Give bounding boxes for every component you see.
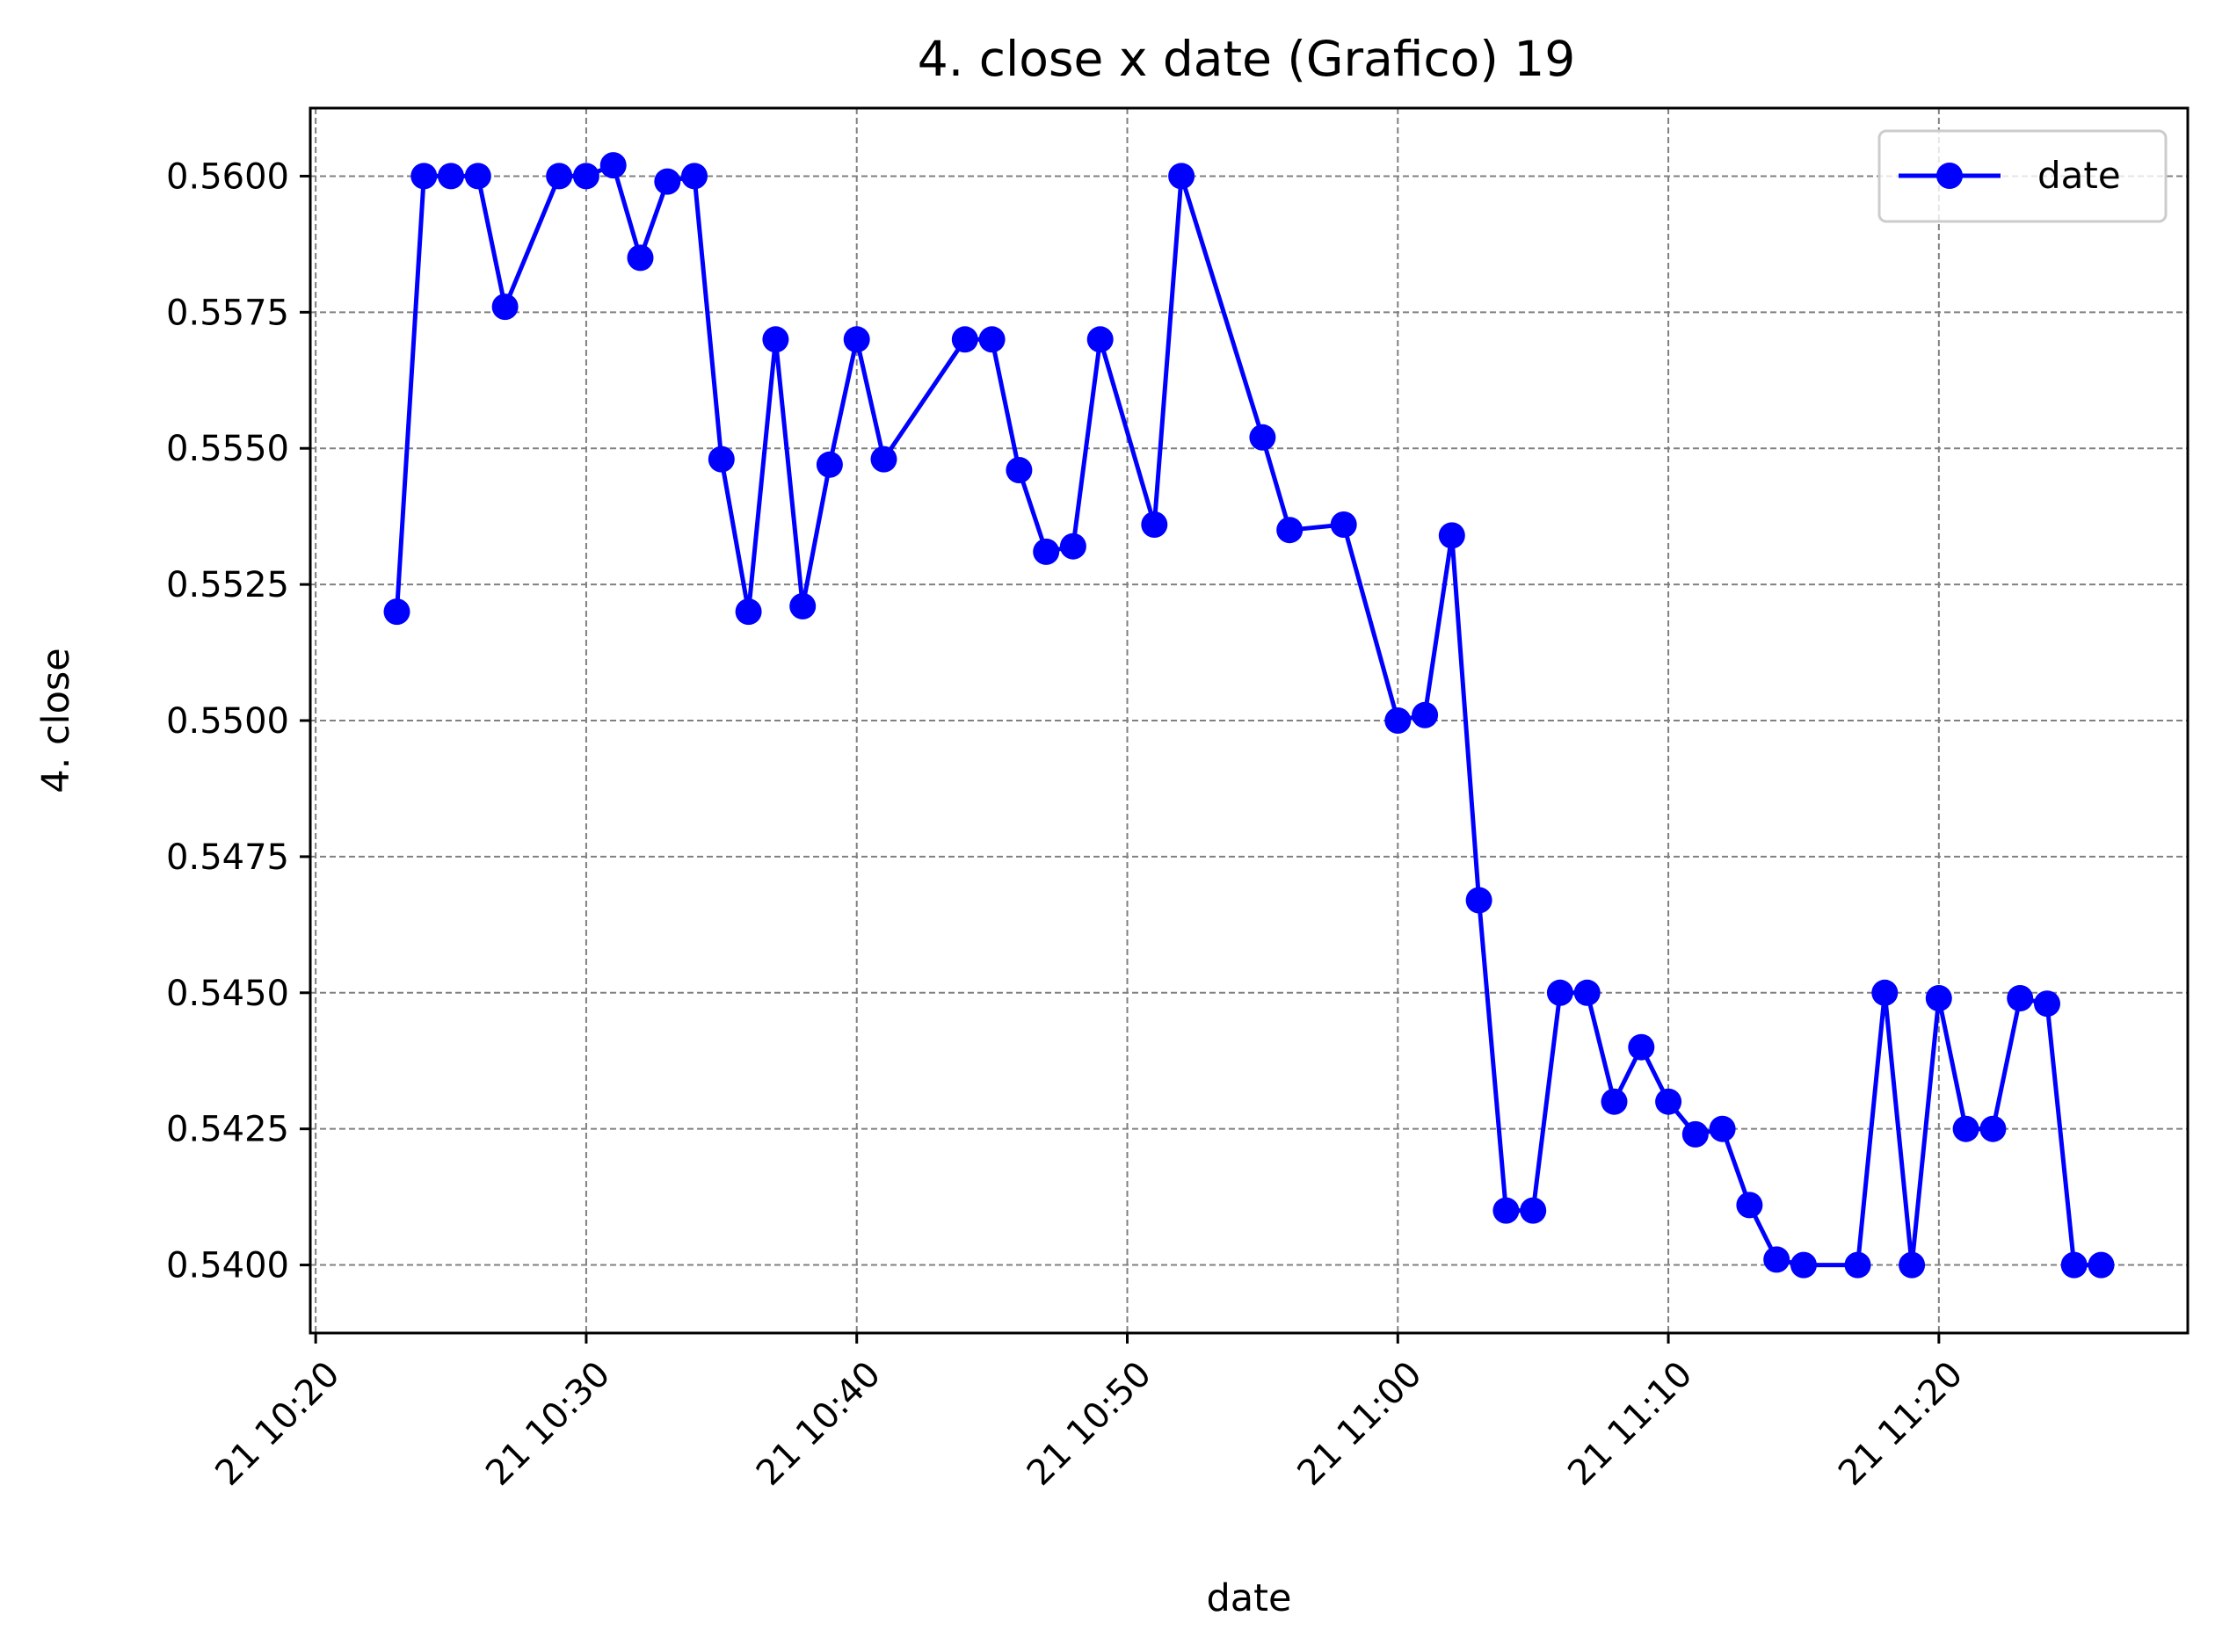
data-point — [627, 244, 654, 272]
data-point — [383, 598, 410, 626]
data-point — [1520, 1197, 1547, 1224]
data-point — [1709, 1115, 1736, 1142]
data-point — [1276, 517, 1304, 544]
data-point — [978, 326, 1006, 353]
data-point — [1736, 1192, 1763, 1219]
data-point — [1763, 1246, 1790, 1273]
data-point — [1492, 1197, 1520, 1224]
data-point — [1681, 1120, 1709, 1148]
data-point — [816, 451, 843, 478]
series-layer — [383, 152, 2115, 1279]
data-point — [599, 152, 627, 179]
data-point — [2060, 1251, 2088, 1279]
data-point — [1844, 1251, 1871, 1279]
data-point — [1384, 707, 1412, 734]
data-point — [1790, 1251, 1817, 1279]
data-point — [1655, 1088, 1682, 1115]
y-tick-label: 0.5550 — [166, 429, 289, 469]
data-point — [843, 326, 870, 353]
y-tick-label: 0.5575 — [166, 293, 289, 333]
data-point — [1465, 887, 1492, 914]
x-axis-title: date — [1207, 1576, 1292, 1620]
y-tick-label: 0.5500 — [166, 701, 289, 742]
y-axis-title: 4. close — [34, 648, 78, 793]
y-tick-label: 0.5475 — [166, 837, 289, 878]
data-point — [1979, 1115, 2007, 1142]
data-point — [1006, 457, 1033, 483]
series-points — [383, 152, 2115, 1279]
data-point — [410, 163, 438, 190]
data-point — [681, 163, 708, 190]
data-point — [1412, 701, 1439, 728]
data-point — [546, 163, 573, 190]
data-point — [1086, 326, 1114, 353]
data-point — [1438, 522, 1465, 549]
data-point — [1952, 1115, 1979, 1142]
legend: date — [1877, 129, 2168, 223]
y-tick-label: 0.5450 — [166, 974, 289, 1014]
data-point — [2007, 985, 2034, 1011]
legend-box — [1877, 129, 2168, 223]
legend-entry-date: date — [2037, 154, 2121, 197]
data-point — [654, 168, 681, 195]
y-tick-label: 0.5600 — [166, 156, 289, 197]
data-point — [1059, 533, 1086, 560]
data-point — [1168, 163, 1195, 190]
data-point — [1601, 1088, 1628, 1115]
data-point — [1546, 979, 1573, 1006]
data-point — [1628, 1033, 1655, 1061]
data-point — [1033, 538, 1060, 565]
data-point — [762, 326, 789, 353]
y-axis: 0.5400 0.5425 0.5450 0.5475 0.5500 0.5525 0.55… — [166, 156, 310, 1286]
data-point — [464, 163, 491, 190]
data-point — [572, 163, 599, 190]
data-point — [491, 293, 519, 321]
data-point — [438, 163, 464, 190]
data-point — [870, 446, 897, 473]
data-point — [708, 446, 735, 473]
chart-title: 4. close x date (Grafico) 19 — [918, 31, 1576, 87]
y-tick-label: 0.5525 — [166, 565, 289, 605]
data-point — [951, 326, 978, 353]
y-tick-label: 0.5400 — [166, 1246, 289, 1286]
data-point — [1330, 511, 1357, 538]
data-point — [1871, 979, 1899, 1006]
data-point — [1249, 424, 1276, 451]
legend-marker-sample — [1936, 163, 1963, 189]
grid — [310, 108, 2188, 1333]
data-point — [1573, 979, 1601, 1006]
data-point — [2034, 990, 2060, 1018]
data-point — [1141, 511, 1168, 538]
data-point — [789, 592, 817, 620]
data-point — [1925, 985, 1952, 1011]
data-point — [1899, 1251, 1926, 1279]
data-point — [2088, 1251, 2115, 1279]
data-point — [735, 598, 762, 626]
y-tick-label: 0.5425 — [166, 1110, 289, 1150]
